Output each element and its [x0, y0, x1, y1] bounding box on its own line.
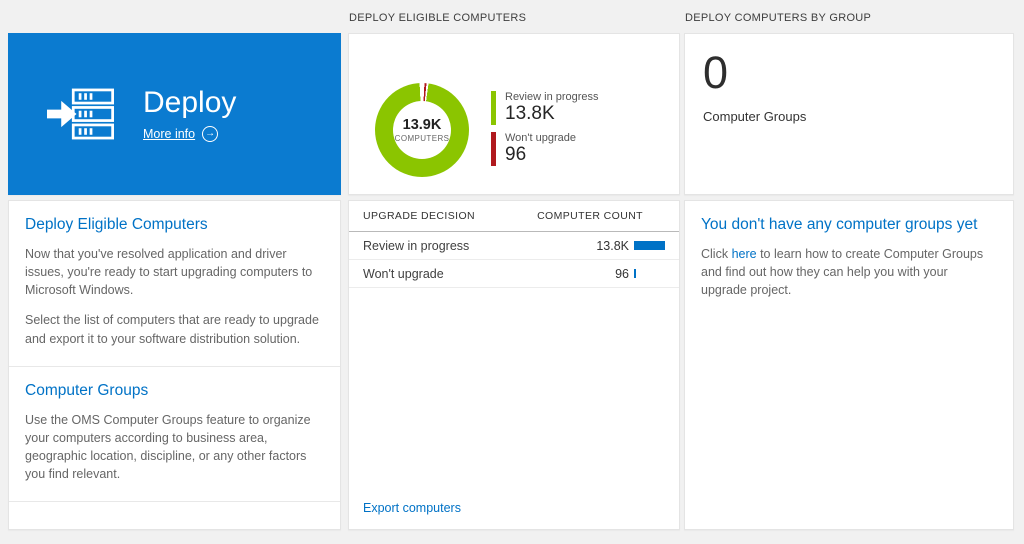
computer-groups-count-tile[interactable]: 0 Computer Groups [684, 33, 1014, 195]
here-link[interactable]: here [731, 247, 757, 261]
chart-legend: Review in progress 13.8K Won't upgrade 9… [491, 91, 599, 166]
section-paragraph: Now that you've resolved application and… [25, 247, 313, 298]
paragraph-text: to learn how to create Computer Groups a… [701, 247, 984, 298]
deploy-tile[interactable]: Deploy More info → [8, 33, 341, 195]
table-row-review-in-progress[interactable]: Review in progress 13.8K [349, 232, 679, 260]
donut-center: 13.9K COMPUTERS [393, 101, 451, 159]
section-computer-groups: Computer Groups Use the OMS Computer Gro… [9, 365, 340, 502]
row-bar-track [629, 241, 665, 250]
more-info-arrow-icon: → [202, 126, 219, 142]
legend-label: Review in progress [505, 91, 599, 103]
more-info-link[interactable]: More info [143, 127, 196, 141]
paragraph-text: Click [701, 247, 732, 261]
section-no-computer-groups: You don't have any computer groups yet C… [685, 201, 1013, 317]
donut-chart[interactable]: 13.9K COMPUTERS [375, 83, 469, 177]
donut-center-label: COMPUTERS [394, 134, 450, 143]
computer-groups-count: 0 [703, 47, 729, 98]
section-deploy-eligible-computers: Deploy Eligible Computers Now that you'v… [9, 201, 340, 366]
table-header-row: UPGRADE DECISION COMPUTER COUNT [349, 201, 679, 232]
table-header-upgrade-decision: UPGRADE DECISION [363, 210, 475, 222]
legend-value: 96 [505, 143, 527, 165]
legend-item-wont-upgrade[interactable]: Won't upgrade 96 [491, 131, 599, 166]
column-header-computers-by-group: DEPLOY COMPUTERS BY GROUP [685, 12, 872, 24]
panel-filler [9, 501, 340, 529]
section-heading: You don't have any computer groups yet [701, 216, 978, 233]
section-paragraph: Use the OMS Computer Groups feature to o… [25, 412, 311, 481]
computer-groups-count-label: Computer Groups [703, 109, 807, 124]
deploy-description-panel: Deploy Eligible Computers Now that you'v… [8, 200, 341, 530]
count-bar [634, 269, 636, 278]
upgrade-decision-panel: UPGRADE DECISION COMPUTER COUNT Review i… [348, 200, 680, 530]
count-bar [634, 241, 665, 250]
section-paragraph: Select the list of computers that are re… [25, 313, 319, 346]
section-heading: Computer Groups [25, 381, 149, 399]
deploy-icon [47, 86, 117, 142]
table-row-wont-upgrade[interactable]: Won't upgrade 96 [349, 260, 679, 288]
deploy-tile-text: Deploy More info → [143, 86, 236, 142]
row-label: Won't upgrade [363, 266, 444, 281]
legend-value: 13.8K [505, 103, 555, 124]
row-label: Review in progress [363, 238, 470, 253]
row-count: 13.8K [596, 238, 629, 253]
more-info-row: More info → [143, 126, 236, 142]
column-header-eligible-computers: DEPLOY ELIGIBLE COMPUTERS [349, 12, 527, 24]
table-header-computer-count: COMPUTER COUNT [537, 210, 643, 222]
row-bar-track [629, 269, 665, 278]
section-paragraph: Click here to learn how to create Comput… [701, 245, 997, 299]
deploy-title: Deploy [143, 86, 237, 119]
export-computers-link[interactable]: Export computers [363, 501, 461, 515]
legend-label: Won't upgrade [505, 131, 577, 144]
row-count: 96 [615, 266, 629, 281]
eligible-computers-chart-tile: 13.9K COMPUTERS Review in progress 13.8K… [348, 33, 680, 195]
section-heading: Deploy Eligible Computers [25, 216, 208, 233]
computer-groups-info-panel: You don't have any computer groups yet C… [684, 200, 1014, 530]
donut-center-value: 13.9K [402, 117, 442, 133]
legend-item-review-in-progress[interactable]: Review in progress 13.8K [491, 91, 599, 125]
